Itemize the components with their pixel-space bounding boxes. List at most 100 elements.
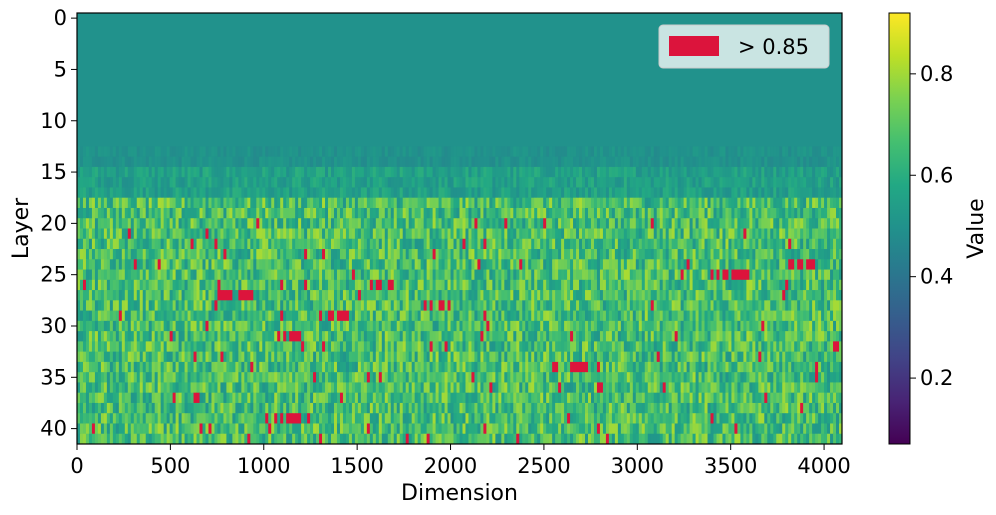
heat-cell <box>432 187 436 199</box>
heat-cell <box>564 197 568 209</box>
heat-cell <box>740 279 744 291</box>
heat-cell <box>313 269 317 281</box>
heat-cell <box>504 259 508 270</box>
heat-cell <box>641 279 646 291</box>
heat-cell <box>656 310 661 322</box>
heat-cell <box>106 249 111 260</box>
heat-cell <box>758 156 762 168</box>
heat-cell <box>731 320 735 332</box>
heat-cell <box>226 331 230 342</box>
heat-cell <box>214 310 218 322</box>
heat-cell <box>331 249 335 260</box>
heat-cell <box>286 310 290 322</box>
heat-cell <box>465 228 469 240</box>
heat-cell <box>573 290 577 301</box>
heat-cell <box>803 146 807 158</box>
heat-cell <box>504 249 508 260</box>
heat-cell <box>366 331 371 342</box>
heat-cell <box>585 166 589 178</box>
heat-cell <box>417 259 422 270</box>
heat-cell <box>635 187 640 199</box>
heat-cell <box>402 269 407 281</box>
heat-cell <box>806 166 810 178</box>
heat-cell <box>474 228 478 240</box>
heat-cell <box>770 177 774 188</box>
heat-cell <box>743 187 747 199</box>
heat-cell <box>390 341 395 353</box>
heat-cell <box>710 228 714 240</box>
heat-cell <box>462 207 466 219</box>
heat-cell <box>791 290 795 301</box>
heat-cell <box>142 310 147 322</box>
heat-cell <box>833 197 837 209</box>
heat-cell <box>175 177 179 188</box>
heat-cell <box>223 310 227 322</box>
heat-cell <box>707 177 711 188</box>
heat-cell <box>483 207 487 219</box>
heat-cell <box>719 300 723 311</box>
heat-cell <box>632 279 637 291</box>
heat-cell <box>396 259 401 270</box>
heat-cell <box>737 310 741 322</box>
heat-cell <box>441 259 445 270</box>
heat-cell <box>605 279 610 291</box>
heat-cell <box>160 156 165 168</box>
heat-cell <box>178 218 182 229</box>
heat-cell <box>564 187 568 199</box>
heat-cell <box>647 310 652 322</box>
heat-cell <box>381 187 386 199</box>
heat-cell <box>375 310 380 322</box>
heat-cell <box>354 146 359 158</box>
heat-cell <box>516 228 520 240</box>
heat-cell <box>794 228 798 240</box>
heat-cell <box>486 218 490 229</box>
heat-cell <box>555 269 559 281</box>
heat-cell <box>429 238 434 250</box>
heat-cell <box>214 156 218 168</box>
heat-cell <box>516 331 520 342</box>
heat-cell <box>593 259 598 270</box>
heat-cell <box>91 187 96 199</box>
heat-cell <box>259 218 263 229</box>
heat-cell <box>232 177 236 188</box>
heat-cell <box>552 177 556 188</box>
heat-cell <box>265 331 269 342</box>
heat-cell <box>295 146 299 158</box>
heat-cell <box>453 320 457 332</box>
heat-cell <box>611 228 616 240</box>
heat-cell <box>133 197 138 209</box>
heat-cell <box>444 331 448 342</box>
heat-cell <box>638 331 643 342</box>
heat-cell <box>229 269 233 281</box>
heat-cell <box>456 269 460 281</box>
heat-cell <box>163 310 168 322</box>
heat-cell <box>626 259 631 270</box>
heat-cell <box>369 187 374 199</box>
heat-cell <box>713 166 717 178</box>
heat-cell <box>325 197 329 209</box>
heat-cell <box>543 300 547 311</box>
heat-cell <box>136 187 141 199</box>
heat-cell <box>680 156 685 168</box>
heat-cell <box>525 156 529 168</box>
heat-cell <box>671 279 676 291</box>
heat-cell <box>468 166 472 178</box>
heat-cell <box>510 259 514 270</box>
heat-cell <box>477 279 481 291</box>
heat-cell <box>130 320 135 332</box>
heat-cell <box>617 320 622 332</box>
heat-cell <box>301 259 305 270</box>
heat-cell <box>217 290 221 301</box>
heat-cell <box>782 238 786 250</box>
heat-cell <box>722 300 726 311</box>
heat-cell <box>411 187 416 199</box>
heat-cell <box>459 249 463 260</box>
heat-cell <box>366 166 371 178</box>
heat-cell <box>172 166 177 178</box>
heat-cell <box>393 166 398 178</box>
heat-cell <box>426 259 431 270</box>
heat-cell <box>713 310 717 322</box>
heat-cell <box>354 300 359 311</box>
heat-cell <box>79 177 84 188</box>
heat-cell <box>593 156 598 168</box>
